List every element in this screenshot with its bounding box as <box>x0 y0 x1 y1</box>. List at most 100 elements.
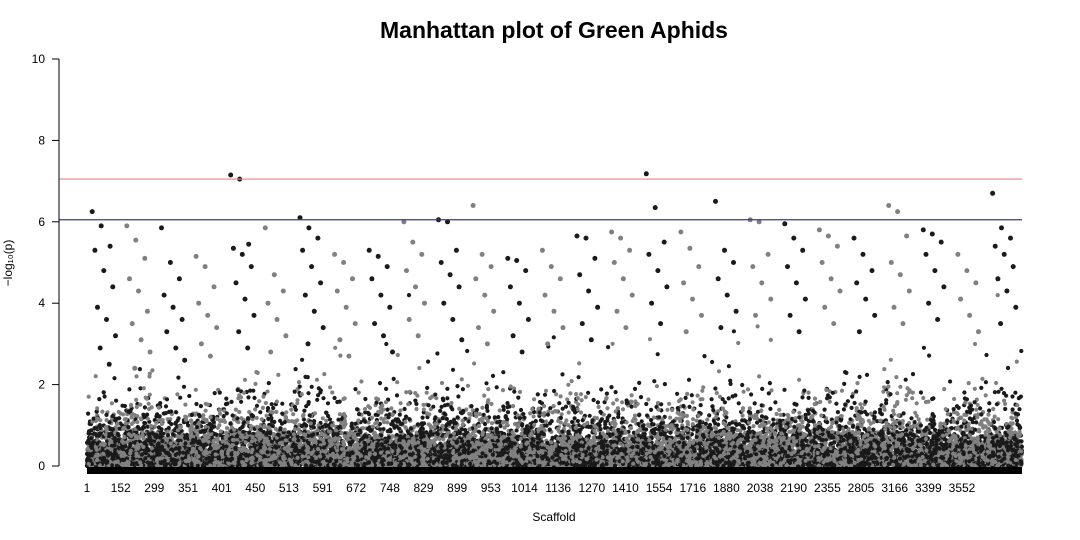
data-point <box>245 345 251 351</box>
data-point <box>201 416 206 421</box>
data-point <box>161 292 167 298</box>
data-point <box>134 451 139 456</box>
data-point <box>353 387 358 392</box>
data-point <box>300 247 306 253</box>
data-point <box>341 412 346 417</box>
data-point <box>292 404 298 410</box>
data-point <box>112 376 117 381</box>
data-point <box>86 411 91 416</box>
data-point <box>121 412 126 417</box>
data-point <box>198 404 203 409</box>
scaffold-group <box>119 223 159 469</box>
data-point <box>195 432 200 437</box>
data-point <box>213 452 218 457</box>
data-point <box>85 446 90 451</box>
data-point <box>250 414 256 419</box>
data-point <box>312 444 317 449</box>
data-point <box>201 413 206 418</box>
data-point <box>315 428 320 433</box>
data-point <box>138 460 143 465</box>
data-point <box>121 462 126 467</box>
data-point <box>126 460 131 465</box>
scaffold-group <box>223 172 263 469</box>
data-point <box>239 448 244 453</box>
data-point <box>268 430 273 435</box>
data-point <box>233 407 238 412</box>
data-point <box>119 445 124 450</box>
data-point <box>111 456 116 461</box>
data-point <box>305 341 311 347</box>
data-point <box>247 430 252 435</box>
data-point <box>236 329 242 335</box>
data-point <box>299 392 304 397</box>
data-point <box>239 251 245 257</box>
data-point <box>260 405 265 410</box>
data-point <box>339 447 344 452</box>
data-point <box>189 431 194 436</box>
data-point <box>115 421 120 426</box>
data-point <box>314 451 319 456</box>
data-point <box>321 432 326 437</box>
data-point <box>164 450 169 455</box>
data-point <box>309 433 314 438</box>
data-point <box>266 425 271 430</box>
data-point <box>134 397 139 402</box>
data-point <box>355 442 360 447</box>
data-point <box>162 458 167 463</box>
data-point <box>222 419 228 424</box>
data-point <box>142 405 147 410</box>
data-point <box>271 405 276 411</box>
data-point <box>178 426 183 431</box>
data-point <box>160 439 165 444</box>
data-point <box>128 448 133 453</box>
data-point <box>261 394 266 399</box>
data-point <box>215 460 220 465</box>
data-point <box>121 451 126 457</box>
data-point <box>109 401 114 406</box>
data-point <box>89 209 95 215</box>
data-point <box>316 386 321 391</box>
data-point <box>187 393 192 399</box>
data-point <box>214 325 220 331</box>
data-point <box>203 452 208 457</box>
data-point <box>107 243 113 249</box>
data-point <box>312 411 317 416</box>
data-point <box>284 410 289 415</box>
data-point <box>89 436 94 441</box>
data-point <box>184 432 189 437</box>
data-point <box>134 461 139 466</box>
data-point <box>325 401 331 406</box>
data-point <box>203 424 208 429</box>
scaffold-group <box>258 225 297 469</box>
data-point <box>272 419 277 424</box>
data-point <box>142 420 147 426</box>
data-point <box>159 225 164 231</box>
data-point <box>117 416 122 421</box>
data-point <box>268 349 274 355</box>
data-point <box>212 391 217 396</box>
data-point <box>95 453 100 458</box>
data-point <box>98 442 103 447</box>
data-point <box>302 422 307 427</box>
data-point <box>104 428 109 433</box>
data-point <box>143 451 148 456</box>
data-point <box>311 308 317 314</box>
data-point <box>113 453 118 458</box>
data-point <box>306 455 311 460</box>
data-point <box>297 430 303 435</box>
data-point <box>309 264 315 270</box>
data-point <box>128 403 134 408</box>
data-point <box>114 463 119 468</box>
data-point <box>178 395 183 400</box>
data-point <box>197 439 202 444</box>
data-point <box>250 456 255 461</box>
data-point <box>315 397 320 402</box>
data-point <box>166 409 172 414</box>
data-point <box>307 413 312 418</box>
data-point <box>273 426 278 432</box>
data-point <box>143 456 148 461</box>
data-point <box>293 367 298 372</box>
data-point <box>262 424 267 429</box>
data-point <box>291 412 296 417</box>
